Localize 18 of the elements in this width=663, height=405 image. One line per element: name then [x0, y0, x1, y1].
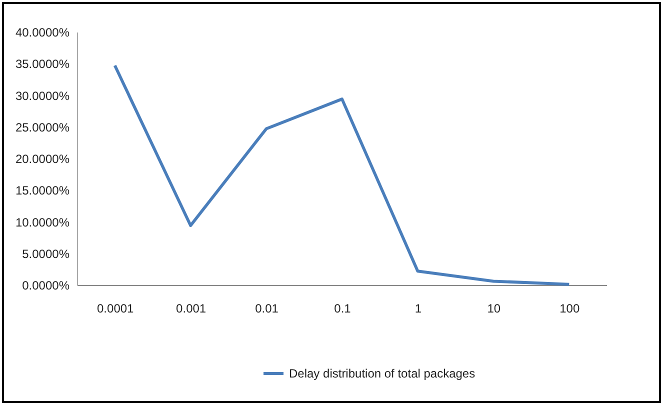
x-tick-label: 0.01 — [255, 302, 279, 316]
y-tick-label: 5.0000% — [22, 246, 70, 261]
line-series — [113, 64, 571, 286]
y-tick-label: 25.0000% — [15, 120, 70, 134]
y-tick-label: 30.0000% — [15, 88, 70, 103]
x-tick-label: 0.001 — [176, 302, 206, 316]
y-tick-label: 0.0000% — [22, 278, 70, 292]
y-tick-label: 40.0000% — [15, 26, 70, 40]
x-tick-label: 0.0001 — [97, 302, 134, 316]
y-tick-label: 15.0000% — [15, 184, 70, 198]
x-tick-label: 10 — [487, 302, 501, 316]
y-tick-label: 10.0000% — [15, 215, 70, 230]
y-tick-label: 35.0000% — [15, 57, 70, 72]
x-tick-label: 1 — [414, 302, 422, 316]
x-tick-label: 100 — [560, 302, 580, 316]
y-tick-label: 20.0000% — [15, 152, 70, 166]
x-tick-label: 0.1 — [334, 302, 352, 316]
legend-label: Delay distribution of total packages — [289, 366, 476, 380]
